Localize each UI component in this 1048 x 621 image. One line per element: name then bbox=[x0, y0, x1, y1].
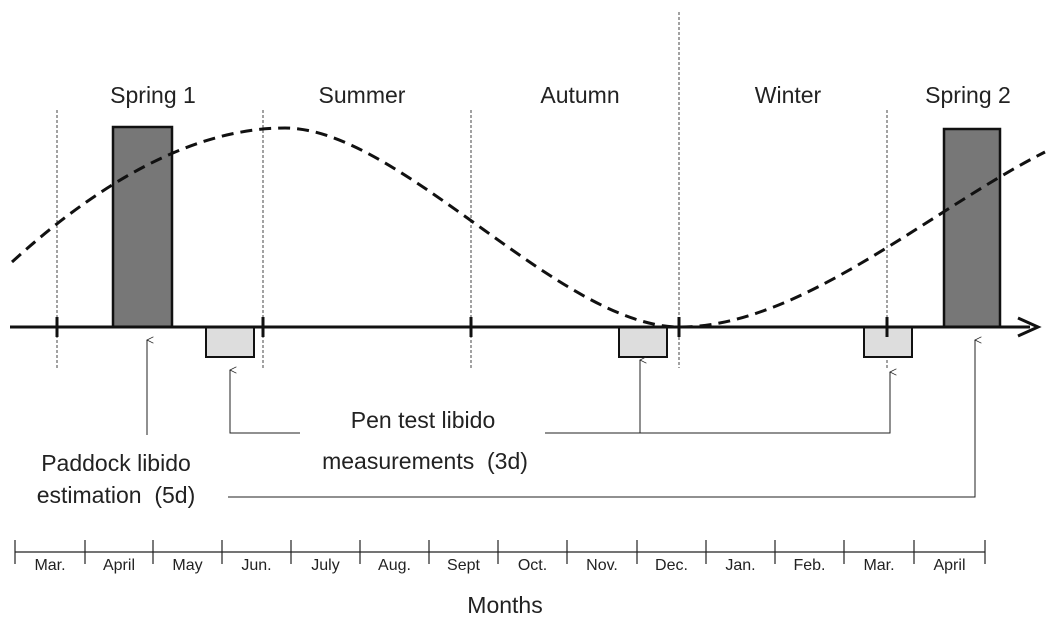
season-label: Spring 1 bbox=[110, 82, 196, 108]
annotation: measurements (3d) bbox=[322, 448, 528, 474]
month-label: April bbox=[933, 557, 965, 574]
connectors bbox=[146, 336, 982, 498]
month-timeline: Mar. April May Jun. July Aug. Sept Oct. Nov. Dec.… bbox=[14, 540, 986, 574]
month-label: Sept bbox=[447, 557, 480, 574]
dashed-curve bbox=[10, 126, 1046, 329]
month-label: Nov. bbox=[586, 557, 618, 574]
month-label: Dec. bbox=[655, 557, 688, 574]
season-label: Winter bbox=[755, 82, 822, 108]
season-label: Spring 2 bbox=[925, 82, 1011, 108]
annotation: Paddock libido bbox=[41, 450, 191, 476]
spring2-bar bbox=[942, 127, 1002, 329]
month-label: Aug. bbox=[378, 557, 411, 574]
spring1-bar bbox=[111, 125, 174, 329]
month-label: Mar. bbox=[34, 557, 65, 574]
month-label: Oct. bbox=[518, 557, 547, 574]
month-label: May bbox=[172, 557, 202, 574]
annotation: Pen test libido bbox=[351, 407, 495, 433]
month-label: April bbox=[103, 557, 135, 574]
month-label: Feb. bbox=[793, 557, 825, 574]
season-label: Autumn bbox=[540, 82, 619, 108]
annotation: estimation (5d) bbox=[37, 482, 196, 508]
month-label: Jan. bbox=[725, 557, 755, 574]
season-dividers bbox=[56, 12, 888, 368]
month-label: Jun. bbox=[241, 557, 271, 574]
pen-box bbox=[205, 326, 255, 358]
season-label: Summer bbox=[319, 82, 406, 108]
axis-label: Months bbox=[467, 592, 542, 618]
main-axis bbox=[10, 316, 1042, 338]
month-label: Mar. bbox=[863, 557, 894, 574]
month-label: July bbox=[311, 557, 339, 574]
pen-box bbox=[618, 326, 668, 358]
